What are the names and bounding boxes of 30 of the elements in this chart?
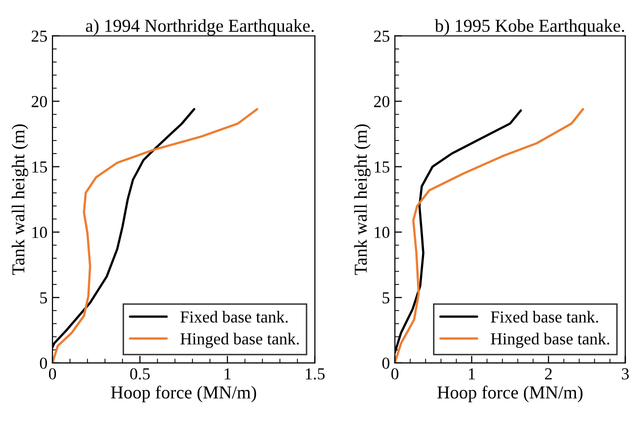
x-tick-label: 3 <box>622 368 629 380</box>
legend-label: Hinged base tank. <box>490 332 610 348</box>
y-axis-title: Tank wall height (m) <box>354 124 371 275</box>
x-tick-label: 1 <box>468 368 475 380</box>
y-tick-label: 20 <box>374 96 390 108</box>
y-tick-label: 0 <box>40 358 47 369</box>
y-tick-label: 5 <box>382 292 390 304</box>
x-tick-label: 2 <box>545 368 552 380</box>
y-tick-label: 5 <box>40 292 47 304</box>
x-tick-label: 1.5 <box>306 368 325 380</box>
y-tick-label: 20 <box>32 96 47 108</box>
y-tick-label: 10 <box>374 226 390 238</box>
x-tick-label: 0.5 <box>130 368 150 380</box>
chart-title: a) 1994 Northridge Earthquake. <box>86 19 314 36</box>
y-tick-label: 25 <box>32 30 47 42</box>
y-tick-label: 10 <box>32 226 47 238</box>
y-tick-label: 25 <box>374 30 390 42</box>
legend-label: Fixed base tank. <box>180 310 288 323</box>
x-tick-label: 1 <box>224 368 231 380</box>
y-tick-label: 0 <box>382 358 390 369</box>
x-axis-title: Hoop force (MN/m) <box>110 386 256 402</box>
chart-title: b) 1995 Kobe Earthquake. <box>434 19 624 36</box>
y-axis-title: Tank wall height (m) <box>12 124 28 275</box>
y-tick-label: 15 <box>374 161 390 173</box>
x-axis-title: Hoop force (MN/m) <box>437 386 582 402</box>
y-tick-label: 15 <box>32 161 47 173</box>
legend-label: Hinged base tank. <box>180 332 299 348</box>
legend-label: Fixed base tank. <box>490 310 598 323</box>
x-tick-label: 0 <box>391 368 398 380</box>
x-tick-label: 0 <box>48 368 56 380</box>
